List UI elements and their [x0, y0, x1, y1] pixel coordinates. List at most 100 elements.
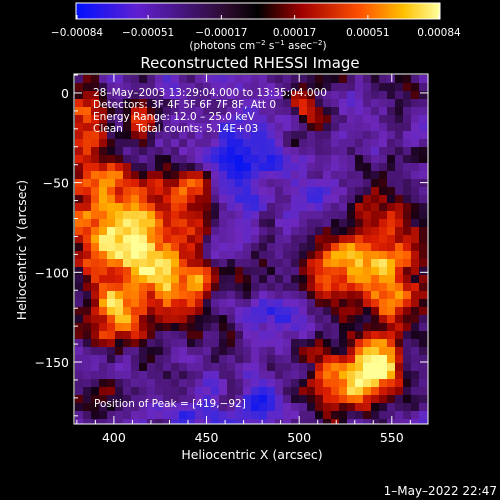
heatmap-cell [171, 203, 180, 212]
heatmap-cell [355, 419, 364, 424]
heatmap-cell [171, 387, 180, 396]
heatmap-cell [235, 347, 244, 356]
heatmap-cell [275, 147, 284, 156]
heatmap-cell [235, 203, 244, 212]
heatmap-cell [163, 155, 172, 164]
heatmap-cell [83, 379, 92, 388]
heatmap-cell [331, 203, 340, 212]
heatmap-cell [219, 123, 228, 132]
heatmap-cell [355, 347, 364, 356]
heatmap-cell [139, 347, 148, 356]
heatmap-cell [235, 331, 244, 340]
heatmap-cell [75, 219, 84, 228]
heatmap-cell [243, 331, 252, 340]
heatmap-cell [195, 299, 204, 308]
heatmap-cell [227, 83, 236, 92]
heatmap-cell [211, 259, 220, 268]
heatmap-cell [131, 171, 140, 180]
heatmap-cell [411, 243, 420, 252]
heatmap-cell [299, 299, 308, 308]
heatmap-cell [291, 299, 300, 308]
heatmap-cell [403, 307, 412, 316]
heatmap-cell [235, 195, 244, 204]
heatmap-cell [91, 323, 100, 332]
heatmap-cell [323, 235, 332, 244]
heatmap-cell [211, 91, 220, 100]
heatmap-cell [275, 315, 284, 324]
heatmap-cell [259, 395, 268, 404]
heatmap-cell [419, 379, 428, 388]
heatmap-cell [387, 179, 396, 188]
heatmap-cell [403, 91, 412, 100]
heatmap-cell [371, 339, 380, 348]
heatmap-cell [379, 147, 388, 156]
heatmap-cell [187, 315, 196, 324]
heatmap-cell [283, 315, 292, 324]
heatmap-cell [315, 291, 324, 300]
heatmap-cell [267, 83, 276, 92]
heatmap-cell [259, 131, 268, 140]
heatmap-cell [115, 107, 124, 116]
heatmap-cell [107, 291, 116, 300]
heatmap-cell [291, 371, 300, 380]
heatmap-cell [291, 107, 300, 116]
heatmap-cell [115, 131, 124, 140]
heatmap-cell [163, 147, 172, 156]
heatmap-cell [403, 387, 412, 396]
heatmap-cell [339, 83, 348, 92]
heatmap-cell [99, 155, 108, 164]
heatmap-cell [331, 123, 340, 132]
heatmap-cell [75, 323, 84, 332]
heatmap-cell [251, 363, 260, 372]
heatmap-cell [299, 171, 308, 180]
heatmap-cell [275, 179, 284, 188]
heatmap-cell [195, 107, 204, 116]
heatmap-cell [259, 203, 268, 212]
heatmap-cell [139, 411, 148, 420]
heatmap-cell [299, 83, 308, 92]
heatmap-cell [203, 267, 212, 276]
heatmap-cell [243, 83, 252, 92]
heatmap-cell [291, 179, 300, 188]
heatmap-cell [75, 251, 84, 260]
heatmap-cell [83, 403, 92, 412]
heatmap-cell [363, 411, 372, 420]
heatmap-cell [355, 75, 364, 84]
heatmap-cell [267, 347, 276, 356]
heatmap-cell [307, 371, 316, 380]
heatmap-cell [331, 163, 340, 172]
heatmap-cell [139, 115, 148, 124]
heatmap-cell [115, 315, 124, 324]
heatmap-cell [267, 99, 276, 108]
heatmap-cell [123, 171, 132, 180]
heatmap-cell [363, 235, 372, 244]
heatmap-cell [371, 203, 380, 212]
heatmap-cell [363, 419, 372, 424]
heatmap-cell [331, 339, 340, 348]
heatmap-cell [195, 219, 204, 228]
heatmap-cell [91, 299, 100, 308]
heatmap-cell [411, 371, 420, 380]
heatmap-cell [203, 147, 212, 156]
heatmap-cell [139, 131, 148, 140]
heatmap-cell [275, 291, 284, 300]
heatmap-cell [187, 387, 196, 396]
heatmap-cell [251, 339, 260, 348]
heatmap-cell [419, 219, 428, 228]
heatmap-cell [211, 107, 220, 116]
y-axis-tick-label: −150 [35, 355, 69, 370]
heatmap-cell [83, 315, 92, 324]
heatmap-cell [403, 283, 412, 292]
heatmap-cell [403, 147, 412, 156]
heatmap-cell [355, 363, 364, 372]
heatmap-cell [323, 187, 332, 196]
heatmap-cell [307, 323, 316, 332]
heatmap-cell [283, 227, 292, 236]
heatmap-cell [139, 155, 148, 164]
heatmap-cell [419, 267, 428, 276]
heatmap-cell [131, 291, 140, 300]
heatmap-cell [251, 355, 260, 364]
heatmap-cell [203, 187, 212, 196]
heatmap-cell [115, 155, 124, 164]
x-axis-tick-label: 500 [287, 430, 311, 445]
